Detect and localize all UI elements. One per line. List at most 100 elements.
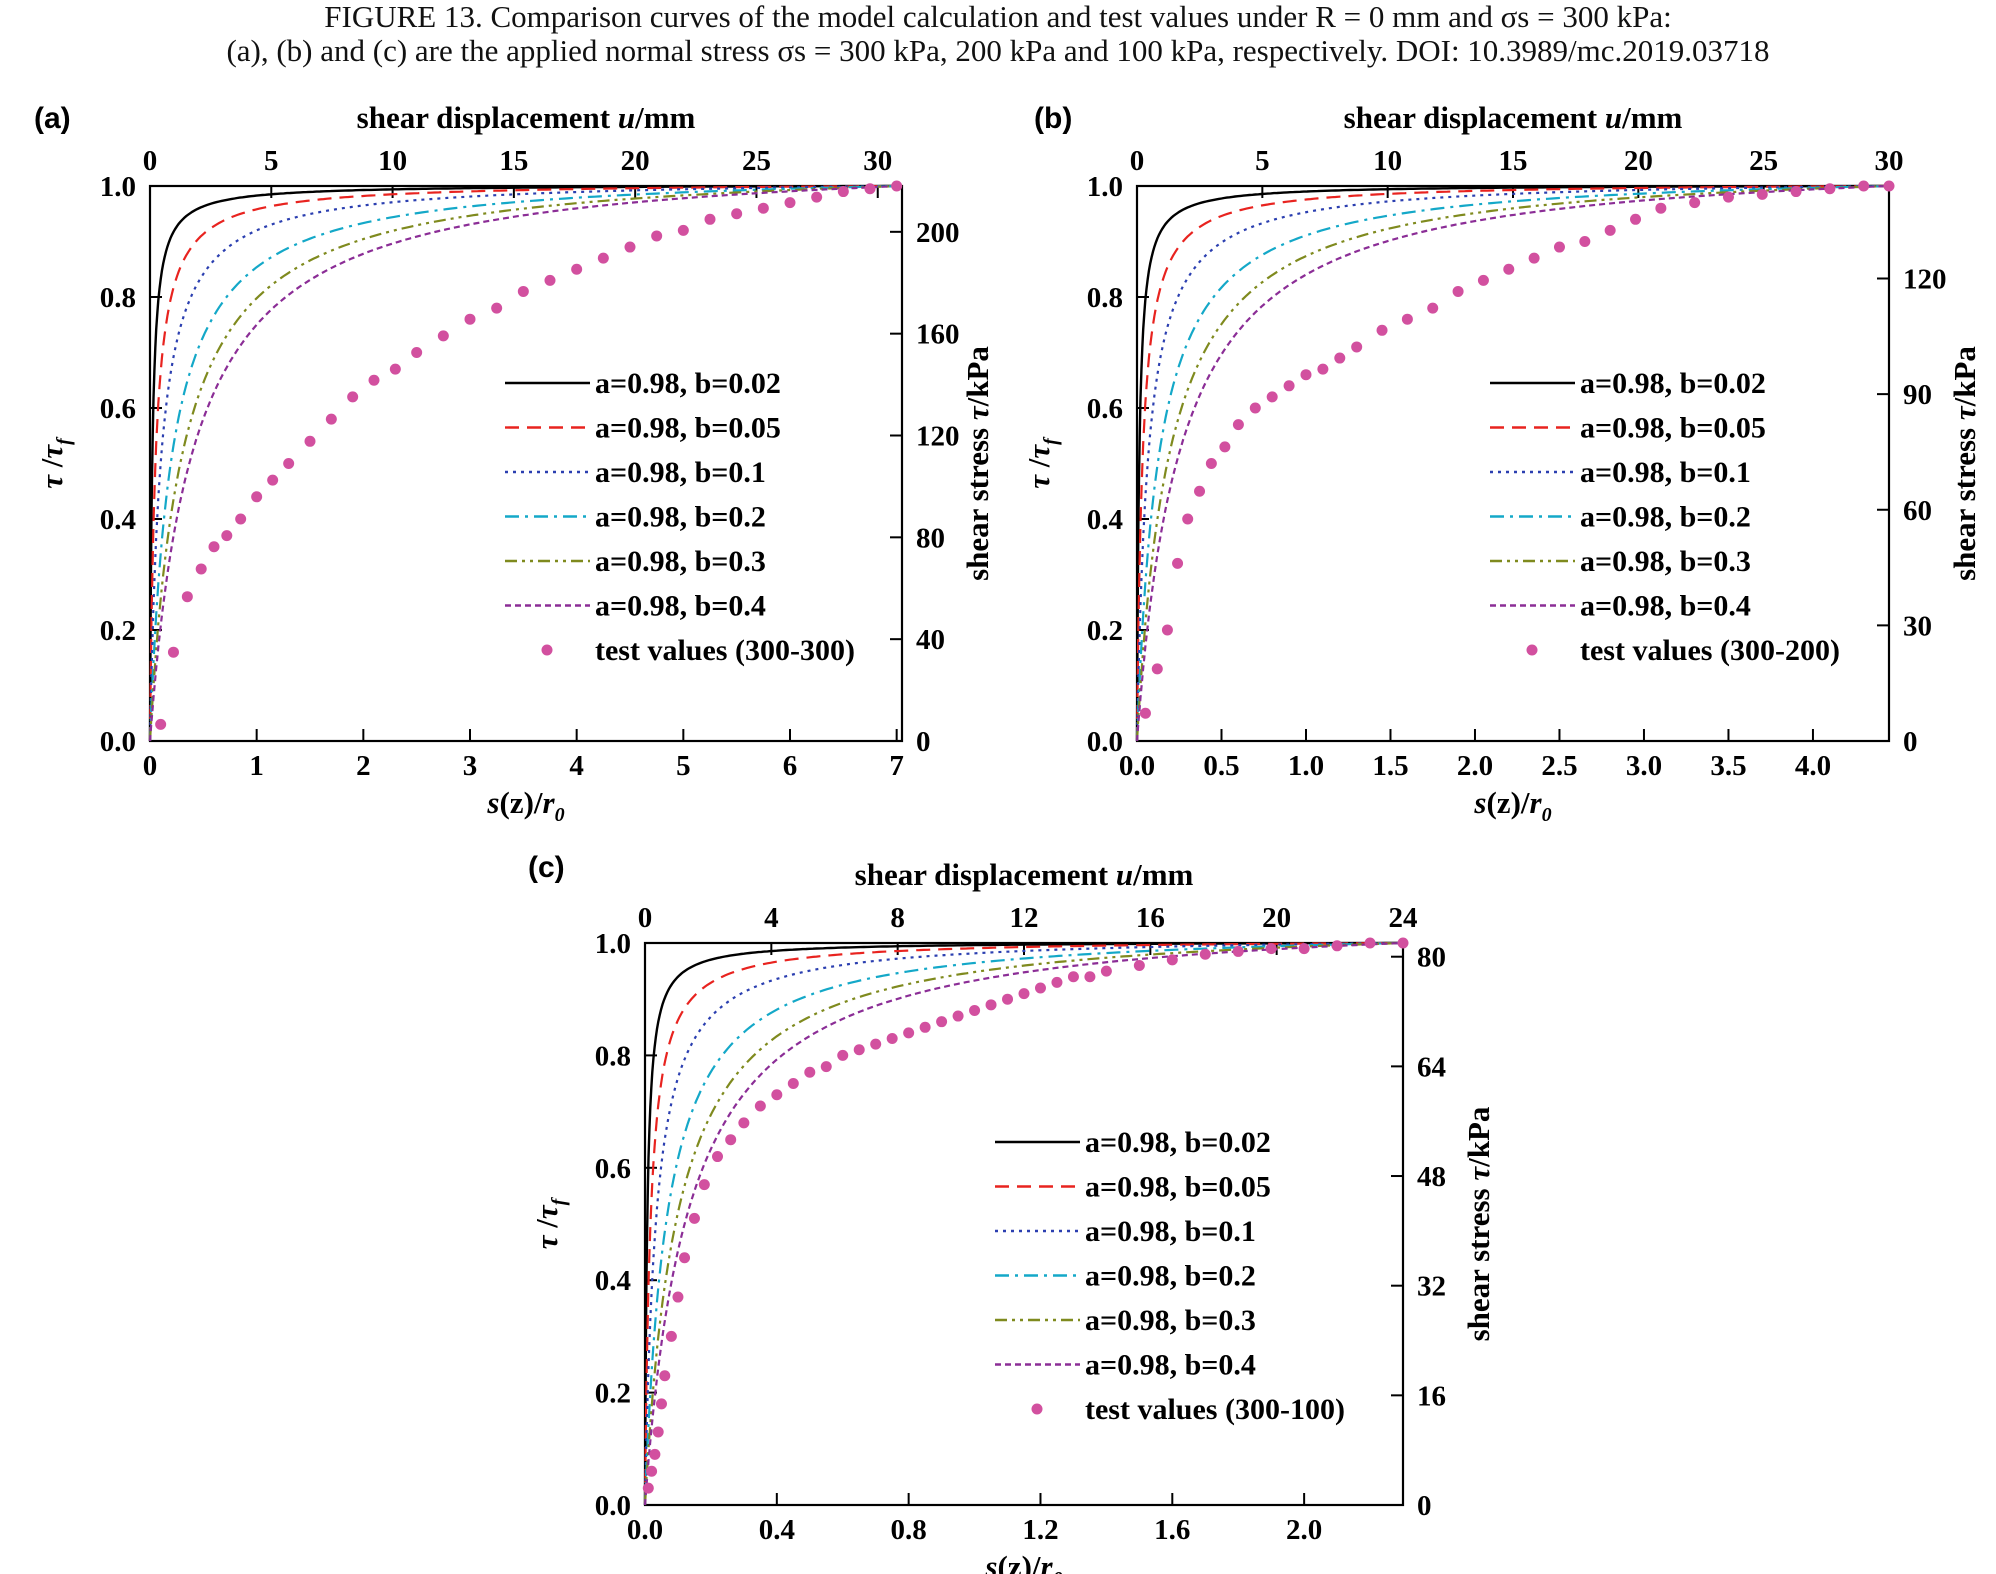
test-value-point bbox=[1364, 937, 1376, 949]
top-x-tick-label: 0 bbox=[638, 902, 653, 934]
test-value-point bbox=[1790, 186, 1802, 198]
series-line-b02 bbox=[643, 941, 1404, 1506]
right-y-tick-label: 120 bbox=[916, 420, 960, 452]
test-value-point bbox=[1232, 945, 1244, 957]
right-y-tick-label: 48 bbox=[1417, 1161, 1446, 1193]
test-value-point bbox=[347, 391, 359, 403]
legend-label: a=0.98, b=0.3 bbox=[1580, 545, 1751, 578]
top-x-tick-label: 4 bbox=[764, 902, 779, 934]
test-value-point bbox=[624, 241, 636, 253]
test-value-point bbox=[167, 646, 179, 658]
series-line-b03 bbox=[148, 184, 903, 742]
top-x-tick-label: 0 bbox=[1130, 145, 1145, 177]
legend: a=0.98, b=0.02 a=0.98, b=0.05 a=0.98, b=0.… bbox=[995, 1126, 1345, 1426]
right-y-tick-label: 90 bbox=[1903, 379, 1932, 411]
test-value-point bbox=[1161, 624, 1173, 636]
x-tick-label: 3.0 bbox=[1626, 750, 1662, 782]
x-axis-title: s(z)/r0 bbox=[486, 785, 564, 826]
test-value-point bbox=[985, 999, 997, 1011]
test-value-point bbox=[1265, 943, 1277, 955]
test-value-point bbox=[1084, 971, 1096, 983]
test-value-point bbox=[325, 413, 337, 425]
test-value-point bbox=[181, 591, 193, 603]
test-value-point bbox=[1317, 363, 1329, 375]
series-line-b01 bbox=[1135, 184, 1890, 742]
x-tick-label: 0.5 bbox=[1203, 750, 1239, 782]
test-value-point bbox=[208, 541, 220, 553]
test-value-point bbox=[712, 1151, 724, 1163]
test-value-point bbox=[1503, 263, 1515, 275]
legend-label: a=0.98, b=0.02 bbox=[595, 367, 781, 400]
top-x-tick-label: 20 bbox=[621, 145, 650, 177]
test-value-point bbox=[1630, 213, 1642, 225]
test-value-point bbox=[1477, 274, 1489, 286]
test-value-point bbox=[1283, 380, 1295, 392]
x-axis-title: s(z)/r0 bbox=[984, 1549, 1062, 1574]
test-value-point bbox=[754, 1100, 766, 1112]
test-value-point bbox=[1300, 369, 1312, 381]
right-y-tick-label: 0 bbox=[1903, 726, 1918, 758]
test-value-point bbox=[1883, 180, 1895, 192]
test-value-point bbox=[1376, 324, 1388, 336]
x-tick-label: 1.5 bbox=[1372, 750, 1408, 782]
top-axis-title: shear displacement u/mm bbox=[357, 100, 696, 135]
test-value-point bbox=[677, 224, 689, 236]
right-y-tick-label: 80 bbox=[916, 522, 945, 554]
legend-label: a=0.98, b=0.2 bbox=[1085, 1260, 1256, 1293]
test-value-point bbox=[571, 263, 583, 275]
right-y-tick-label: 160 bbox=[916, 319, 960, 351]
legend: a=0.98, b=0.02 a=0.98, b=0.05 a=0.98, b=0.… bbox=[505, 367, 855, 667]
test-value-point bbox=[1452, 285, 1464, 297]
legend-label: a=0.98, b=0.3 bbox=[1085, 1304, 1256, 1337]
test-value-point bbox=[651, 230, 663, 242]
top-x-tick-label: 15 bbox=[1499, 145, 1528, 177]
test-value-point bbox=[936, 1016, 948, 1028]
series-line-b03 bbox=[643, 941, 1404, 1506]
top-x-tick-label: 25 bbox=[742, 145, 771, 177]
right-y-tick-label: 30 bbox=[1903, 610, 1932, 642]
right-y-tick-label: 32 bbox=[1417, 1271, 1446, 1303]
x-tick-label: 3 bbox=[463, 750, 478, 782]
test-value-point bbox=[804, 1066, 816, 1078]
y-tick-label: 0.2 bbox=[595, 1378, 631, 1410]
legend-label: a=0.98, b=0.4 bbox=[1580, 590, 1751, 623]
test-value-point bbox=[642, 1482, 654, 1494]
right-axis-title: shear stress τ/kPa bbox=[1947, 346, 1982, 581]
legend-label: a=0.98, b=0.2 bbox=[595, 501, 766, 534]
plot-frame bbox=[148, 184, 904, 743]
top-x-tick-label: 30 bbox=[1875, 145, 1904, 177]
test-value-point bbox=[784, 197, 796, 209]
test-value-point bbox=[969, 1004, 981, 1016]
test-value-point bbox=[304, 435, 316, 447]
y-tick-label: 0.2 bbox=[1087, 615, 1123, 647]
test-value-point bbox=[1219, 441, 1231, 453]
chart-panel-c: (c)0.0 0.4 0.8 1.2 1.6 2.00.00.20.40.60.81.00… bbox=[528, 851, 1496, 1574]
x-tick-label: 5 bbox=[676, 750, 691, 782]
x-tick-label: 0 bbox=[143, 750, 158, 782]
test-value-point bbox=[1553, 241, 1565, 253]
right-axis-title: shear stress τ/kPa bbox=[960, 346, 995, 581]
top-x-tick-label: 25 bbox=[1749, 145, 1778, 177]
test-value-point bbox=[952, 1010, 964, 1022]
test-value-point bbox=[731, 208, 743, 220]
test-value-point bbox=[1397, 937, 1409, 949]
test-value-point bbox=[891, 180, 903, 192]
test-value-point bbox=[1298, 943, 1310, 955]
y-tick-label: 0.4 bbox=[595, 1265, 631, 1297]
right-y-tick-label: 0 bbox=[916, 726, 931, 758]
legend-label: test values (300-300) bbox=[595, 634, 855, 667]
test-value-point bbox=[1172, 557, 1184, 569]
legend-label: a=0.98, b=0.02 bbox=[1085, 1126, 1271, 1159]
test-value-point bbox=[811, 191, 823, 203]
test-value-point bbox=[1331, 940, 1343, 952]
test-value-point bbox=[1151, 663, 1163, 675]
legend-label: a=0.98, b=0.2 bbox=[1580, 501, 1751, 534]
legend-label: test values (300-200) bbox=[1580, 634, 1840, 667]
test-value-point bbox=[517, 285, 529, 297]
test-value-point bbox=[389, 363, 401, 375]
test-value-point bbox=[738, 1117, 750, 1129]
test-value-point bbox=[787, 1078, 799, 1089]
test-value-point bbox=[1604, 224, 1616, 236]
series-line-b04 bbox=[148, 184, 903, 742]
